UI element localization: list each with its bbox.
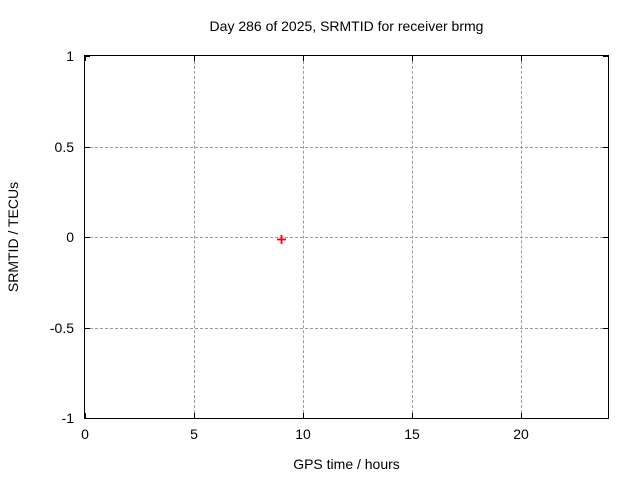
y-tick-mark-right — [603, 56, 608, 57]
x-tick-mark-bottom — [85, 413, 86, 418]
x-tick-mark-top — [194, 56, 195, 61]
y-tick-mark-left — [85, 237, 90, 238]
y-tick-mark-left — [85, 328, 90, 329]
chart-title: Day 286 of 2025, SRMTID for receiver brm… — [209, 18, 484, 34]
y-tick-mark-right — [603, 418, 608, 419]
data-point-marker — [276, 232, 287, 250]
y-tick-mark-left — [85, 147, 90, 148]
y-tick-mark-right — [603, 237, 608, 238]
x-axis-label: GPS time / hours — [293, 456, 400, 472]
x-tick-label: 15 — [404, 426, 420, 442]
x-tick-mark-bottom — [521, 413, 522, 418]
x-tick-mark-top — [412, 56, 413, 61]
grid-line-horizontal — [85, 237, 608, 238]
x-tick-mark-bottom — [412, 413, 413, 418]
y-tick-label: -0.5 — [49, 320, 74, 336]
x-tick-mark-top — [303, 56, 304, 61]
plus-marker-icon — [276, 234, 286, 244]
grid-line-horizontal — [85, 328, 608, 329]
y-tick-label: 0 — [66, 229, 74, 245]
x-tick-mark-bottom — [303, 413, 304, 418]
y-tick-mark-right — [603, 328, 608, 329]
x-tick-mark-top — [521, 56, 522, 61]
x-tick-mark-bottom — [194, 413, 195, 418]
y-tick-mark-left — [85, 56, 90, 57]
x-tick-label: 10 — [295, 426, 311, 442]
plot-area — [84, 55, 609, 419]
x-tick-mark-top — [85, 56, 86, 61]
x-tick-label: 5 — [190, 426, 198, 442]
y-tick-mark-right — [603, 147, 608, 148]
y-tick-label: -1 — [61, 410, 74, 426]
grid-line-horizontal — [85, 147, 608, 148]
x-tick-label: 20 — [513, 426, 529, 442]
y-tick-mark-left — [85, 418, 90, 419]
x-tick-label: 0 — [81, 426, 89, 442]
y-tick-label: 1 — [66, 48, 74, 64]
y-tick-label: 0.5 — [54, 139, 74, 155]
